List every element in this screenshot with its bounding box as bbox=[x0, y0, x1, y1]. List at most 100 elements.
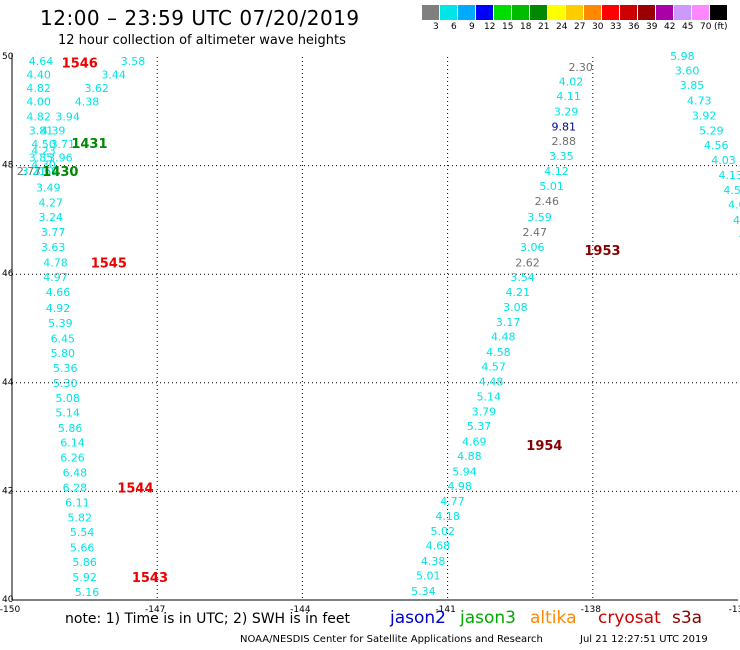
wave-height-value: 3.58 bbox=[121, 55, 146, 68]
y-tick-label: 42 bbox=[2, 486, 13, 496]
wave-height-value: 3.60 bbox=[675, 65, 700, 78]
wave-height-value: 4.69 bbox=[462, 435, 487, 448]
wave-height-value: 4.64 bbox=[29, 55, 54, 68]
wave-height-value: 4.33 bbox=[733, 214, 740, 227]
x-tick-label: -13 bbox=[729, 605, 740, 615]
wave-height-value: 5.37 bbox=[467, 420, 492, 433]
wave-height-value: 6.45 bbox=[51, 332, 76, 345]
wave-height-value: 4.58 bbox=[486, 346, 511, 359]
wave-height-value: 4.82 bbox=[26, 82, 51, 95]
wave-height-value: 4.23 bbox=[31, 144, 56, 157]
wave-height-value: 5.98 bbox=[670, 50, 695, 63]
wave-height-value: 4.50 bbox=[31, 138, 56, 151]
y-tick-label: 48 bbox=[2, 161, 14, 171]
wave-height-value: 4.68 bbox=[426, 540, 451, 553]
wave-height-value: 4.3 bbox=[739, 229, 740, 242]
wave-height-value: 2.62 bbox=[515, 256, 540, 269]
wave-height-value: 2.77 bbox=[17, 165, 42, 178]
wave-height-value: 4.57 bbox=[481, 361, 506, 374]
legend-swatch bbox=[422, 5, 440, 20]
wave-height-value: 3.44 bbox=[101, 68, 126, 81]
wave-height-value: 6.48 bbox=[63, 466, 88, 479]
wave-height-value: 4.02 bbox=[559, 75, 584, 88]
wave-height-value: 5.01 bbox=[539, 180, 564, 193]
legend-bin-label: 12 bbox=[484, 22, 496, 32]
wave-height-value: 4.27 bbox=[38, 197, 63, 210]
wave-height-value: 4.38 bbox=[75, 96, 100, 109]
wave-height-value: 3.29 bbox=[554, 105, 579, 118]
y-tick-label: 44 bbox=[2, 378, 14, 388]
legend-swatch bbox=[656, 5, 674, 20]
legend-bin-label: 36 bbox=[628, 22, 640, 32]
y-tick-label: 46 bbox=[2, 269, 14, 279]
pass-time-label: 1430 bbox=[42, 165, 78, 180]
legend-bin-label: 9 bbox=[469, 22, 475, 32]
wave-height-value: 4.18 bbox=[435, 510, 460, 523]
wave-height-value: 2.30 bbox=[568, 61, 593, 74]
legend-bin-label: 3 bbox=[433, 22, 439, 32]
legend-labels: 3 6 9 12 15 18 21 24 27 30 33 36 39 42 45 70 (ft) bbox=[422, 20, 729, 34]
wave-height-value: 4.21 bbox=[506, 286, 531, 299]
legend-swatch bbox=[710, 5, 728, 20]
wave-height-value: 3.08 bbox=[503, 301, 528, 314]
wave-height-value: 5.08 bbox=[55, 392, 80, 405]
wave-height-value: 5.29 bbox=[699, 124, 724, 137]
legend-swatch bbox=[476, 5, 494, 20]
wave-height-value: 3.81 bbox=[29, 124, 54, 137]
satellite-label-s3a: s3a bbox=[672, 608, 703, 628]
color-legend: 3 6 9 12 15 18 21 24 27 30 33 36 39 42 45 70 (ft) bbox=[422, 5, 729, 37]
wave-height-value: 5.14 bbox=[55, 407, 80, 420]
wave-height-value: 4.40 bbox=[26, 68, 51, 81]
wave-height-value: 5.86 bbox=[58, 422, 83, 435]
pass-time-label: 1543 bbox=[132, 571, 168, 586]
wave-height-value: 5.39 bbox=[48, 317, 73, 330]
x-tick-label: -141 bbox=[435, 605, 455, 615]
wave-height-value: 9.81 bbox=[552, 121, 577, 134]
wave-height-value: 3.06 bbox=[520, 241, 545, 254]
wave-height-value: 4.66 bbox=[46, 286, 71, 299]
wave-height-value: 6.14 bbox=[60, 437, 85, 450]
wave-height-value: 4.77 bbox=[440, 495, 465, 508]
x-tick-label: -150 bbox=[0, 605, 20, 615]
chart-title: 12:00 – 23:59 UTC 07/20/2019 bbox=[40, 6, 360, 30]
pass-time-label: 1953 bbox=[584, 244, 620, 259]
footer-credit: NOAA/NESDIS Center for Satellite Applica… bbox=[240, 634, 543, 645]
legend-swatch bbox=[674, 5, 692, 20]
wave-height-value: 5.36 bbox=[53, 362, 78, 375]
legend-swatch bbox=[692, 5, 710, 20]
satellite-label-cryosat: cryosat bbox=[598, 608, 661, 628]
wave-height-value: 4.00 bbox=[26, 96, 51, 109]
wave-height-value: 4.12 bbox=[544, 165, 569, 178]
legend-swatch bbox=[548, 5, 566, 20]
wave-height-value: 4.52 bbox=[723, 184, 740, 197]
pass-time-label: 1431 bbox=[71, 137, 107, 152]
footer-note: note: 1) Time is in UTC; 2) SWH is in fe… bbox=[65, 611, 351, 627]
wave-height-value: 4.11 bbox=[556, 90, 581, 103]
wave-height-value: 5.01 bbox=[416, 570, 441, 583]
wave-height-value: 3.77 bbox=[41, 226, 66, 239]
wave-height-value: 5.92 bbox=[72, 571, 97, 584]
wave-height-value: 3.21 bbox=[22, 165, 47, 178]
wave-height-value: 5.14 bbox=[476, 390, 501, 403]
wave-height-value: 4.06 bbox=[728, 199, 740, 212]
legend-bin-label: 24 bbox=[556, 22, 568, 32]
wave-height-value: 5.54 bbox=[70, 526, 95, 539]
wave-height-value: 3.63 bbox=[41, 241, 66, 254]
wave-height-value: 4.13 bbox=[718, 169, 740, 182]
wave-height-value: 3.96 bbox=[48, 151, 73, 164]
wave-height-value: 3.62 bbox=[84, 82, 109, 95]
x-tick-label: -147 bbox=[145, 605, 165, 615]
wave-height-value: 3.24 bbox=[38, 211, 63, 224]
wave-height-value: 4.88 bbox=[457, 450, 482, 463]
wave-height-value: 5.34 bbox=[411, 585, 436, 598]
legend-bin-label: 45 bbox=[682, 22, 694, 32]
wave-height-value: 3.71 bbox=[51, 138, 76, 151]
x-tick-label: -138 bbox=[581, 605, 602, 615]
wave-height-value: 5.94 bbox=[452, 465, 477, 478]
wave-height-value: 3.85 bbox=[680, 79, 705, 92]
legend-bin-label: 30 bbox=[592, 22, 604, 32]
wave-height-value: 5.16 bbox=[75, 586, 100, 599]
wave-height-value: 4.97 bbox=[43, 271, 68, 284]
